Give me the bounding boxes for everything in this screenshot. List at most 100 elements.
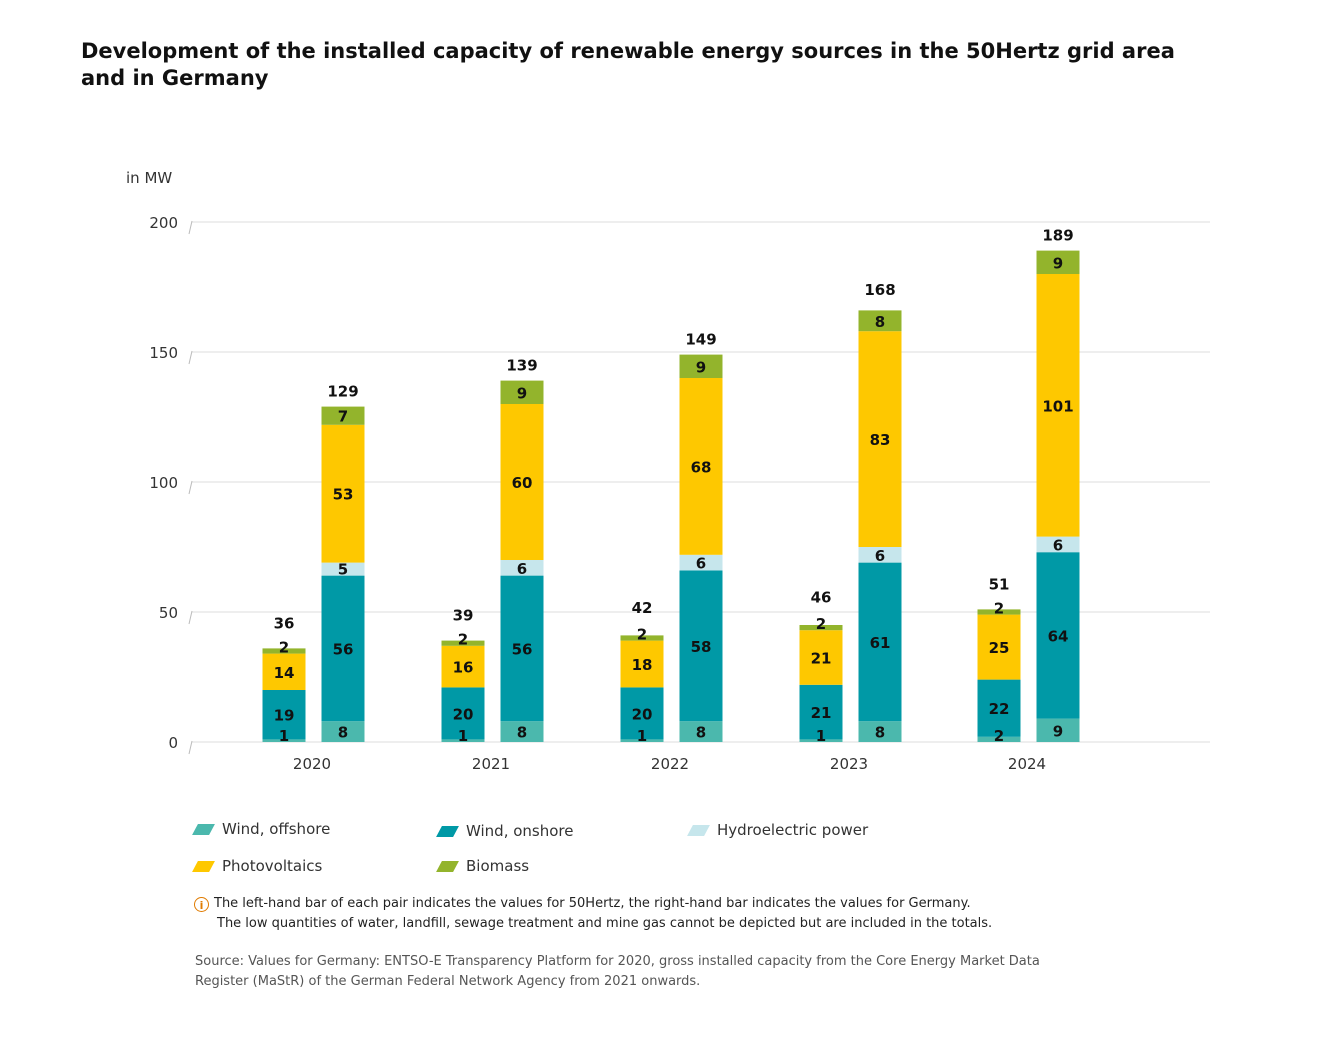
bar-segment-50hertz (977, 679, 1021, 737)
total-label: 168 (864, 281, 895, 299)
y-tick-mark (188, 480, 193, 495)
y-axis-unit-label: in MW (126, 169, 172, 187)
data-label: 2 (994, 599, 1004, 617)
data-label: 6 (517, 560, 527, 578)
bar-segment-germany (679, 554, 723, 571)
data-label: 83 (870, 431, 891, 449)
bar-segment-50hertz (977, 609, 1021, 615)
bar-segment-germany (321, 562, 365, 576)
data-label: 60 (512, 474, 533, 492)
data-label: 2 (994, 727, 1004, 745)
total-label: 149 (685, 331, 716, 349)
chart-title: Development of the installed capacity of… (81, 39, 1175, 90)
legend-swatch-wind-offshore (192, 823, 215, 835)
info-icon: i (194, 897, 209, 912)
bar-segment-germany (321, 406, 365, 425)
bar-segment-50hertz (620, 635, 664, 641)
footnote-line-2: The low quantities of water, landfill, s… (217, 916, 993, 931)
legend-swatch-hydroelectric (687, 824, 710, 836)
bar-segment-germany (321, 424, 365, 563)
bar-segment-50hertz (977, 736, 1021, 742)
bar-segment-50hertz (441, 645, 485, 688)
data-label: 1 (816, 727, 826, 745)
data-label: 7 (338, 408, 348, 426)
y-tick-label: 200 (149, 214, 178, 232)
data-label: 6 (696, 555, 706, 573)
bar-segment-germany (679, 354, 723, 378)
x-tick-label: 2022 (651, 755, 689, 773)
data-label: 9 (696, 358, 706, 376)
legend-label: Hydroelectric power (717, 821, 869, 839)
legend-item-hydroelectric: Hydroelectric power (687, 821, 869, 839)
data-label: 64 (1048, 627, 1069, 645)
y-axis-ticks: 0 50 100 150 200 (149, 214, 178, 752)
bar-segment-germany (500, 560, 544, 576)
data-label: 58 (691, 638, 712, 656)
bar-segment-50hertz (799, 630, 843, 685)
bar-segment-germany (321, 575, 365, 722)
data-label: 5 (338, 561, 348, 579)
bar-segment-50hertz (620, 640, 664, 688)
data-label: 9 (1053, 722, 1063, 740)
bar-segment-germany (500, 575, 544, 722)
bar-segment-50hertz (441, 687, 485, 740)
x-tick-label: 2020 (293, 755, 331, 773)
bar-segment-germany (679, 378, 723, 555)
data-label: 25 (989, 639, 1010, 657)
data-label: 2 (279, 638, 289, 656)
data-label: 8 (338, 724, 348, 742)
bar-segment-50hertz (620, 687, 664, 740)
bar-segment-germany (1036, 250, 1080, 274)
data-label: 8 (696, 724, 706, 742)
x-tick-label: 2021 (472, 755, 510, 773)
data-label: 8 (875, 724, 885, 742)
bar-segment-50hertz (262, 690, 306, 740)
bar-segment-germany (858, 547, 902, 563)
bar-segment-50hertz (620, 739, 664, 742)
x-tick-label: 2023 (830, 755, 868, 773)
y-tick-mark (188, 610, 193, 625)
data-label: 2 (637, 625, 647, 643)
data-label: 2 (816, 615, 826, 633)
data-label: 20 (632, 705, 653, 723)
bar-segment-germany (500, 404, 544, 560)
bar-segment-50hertz (441, 739, 485, 742)
x-tick-label: 2024 (1008, 755, 1046, 773)
legend-item-wind-onshore: Wind, onshore (436, 822, 574, 840)
data-label: 9 (1053, 254, 1063, 272)
bar-segment-germany (858, 721, 902, 742)
bar-segment-germany (1036, 536, 1080, 553)
data-label: 8 (875, 313, 885, 331)
data-label: 20 (453, 705, 474, 723)
data-label: 8 (517, 724, 527, 742)
data-label: 22 (989, 700, 1010, 718)
y-tick-mark (188, 740, 193, 755)
bar-segment-50hertz (799, 684, 843, 740)
source-text: Source: Values for Germany: ENTSO-E Tran… (195, 954, 1040, 989)
total-label: 36 (274, 614, 295, 632)
legend-item-photovoltaics: Photovoltaics (192, 857, 323, 875)
bars: 1191423685655371291201623985666091391201… (262, 227, 1080, 745)
data-label: 61 (870, 634, 891, 652)
total-label: 129 (327, 383, 358, 401)
legend-swatch-biomass (436, 860, 459, 872)
data-label: 1 (637, 727, 647, 745)
bar-segment-50hertz (977, 614, 1021, 680)
bar-segment-germany (321, 721, 365, 742)
y-tick-label: 100 (149, 474, 178, 492)
data-label: 19 (274, 707, 295, 725)
data-label: 68 (691, 458, 712, 476)
total-label: 42 (632, 599, 653, 617)
data-label: 1 (458, 727, 468, 745)
bar-segment-50hertz (799, 739, 843, 742)
footnote-line-1: i The left-hand bar of each pair indicate… (194, 894, 992, 914)
bar-segment-germany (858, 331, 902, 547)
legend-label: Wind, onshore (466, 822, 574, 840)
bar-segment-germany (1036, 552, 1080, 719)
legend-label: Biomass (466, 857, 530, 875)
footnote-text-1: The left-hand bar of each pair indicates… (214, 896, 971, 911)
legend-label: Photovoltaics (222, 857, 323, 875)
data-label: 9 (517, 384, 527, 402)
bar-segment-50hertz (262, 653, 306, 690)
data-label: 14 (274, 664, 295, 682)
